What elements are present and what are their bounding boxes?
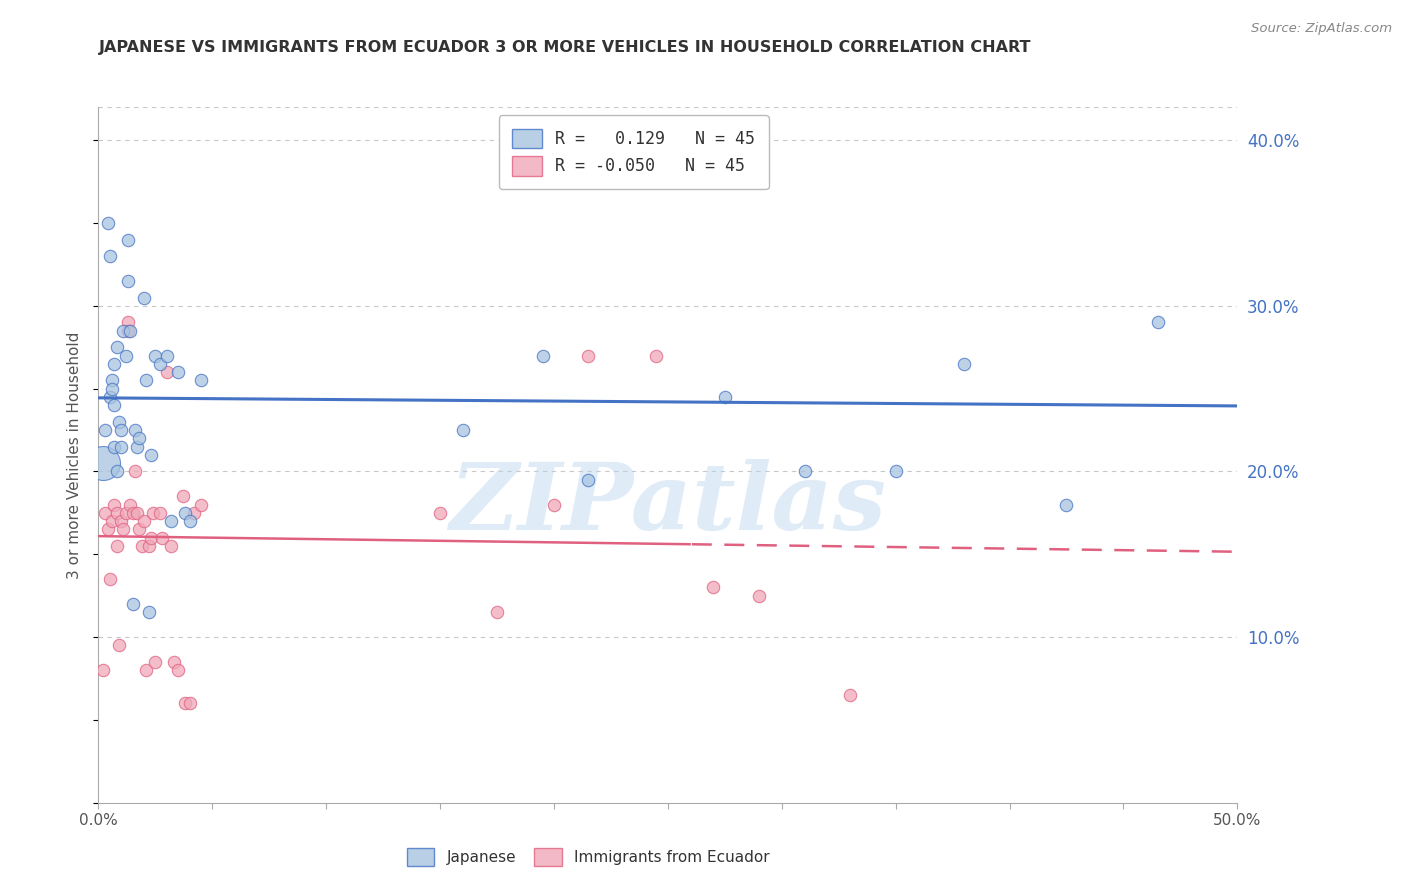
Point — [149, 506, 172, 520]
Point — [103, 398, 125, 412]
Point — [702, 581, 724, 595]
Point — [105, 539, 128, 553]
Point — [486, 605, 509, 619]
Point — [105, 506, 128, 520]
Point — [101, 514, 124, 528]
Point — [101, 373, 124, 387]
Point — [645, 349, 668, 363]
Point — [167, 663, 190, 677]
Point — [162, 655, 184, 669]
Point — [174, 506, 197, 520]
Point — [576, 473, 599, 487]
Point — [121, 506, 143, 520]
Point — [160, 539, 183, 553]
Point — [108, 415, 131, 429]
Point — [112, 523, 135, 537]
Point — [748, 589, 770, 603]
Point — [120, 498, 142, 512]
Point — [96, 523, 118, 537]
Point — [145, 655, 167, 669]
Point — [884, 465, 907, 479]
Point — [96, 216, 118, 230]
Point — [110, 514, 132, 528]
Point — [127, 506, 149, 520]
Point — [160, 514, 183, 528]
Point — [429, 506, 451, 520]
Point — [142, 506, 165, 520]
Point — [128, 523, 150, 537]
Point — [179, 697, 201, 711]
Point — [91, 663, 114, 677]
Y-axis label: 3 or more Vehicles in Household: 3 or more Vehicles in Household — [67, 331, 83, 579]
Point — [451, 423, 474, 437]
Point — [179, 514, 201, 528]
Point — [793, 465, 815, 479]
Point — [121, 597, 143, 611]
Point — [114, 506, 136, 520]
Point — [132, 514, 155, 528]
Point — [101, 382, 124, 396]
Point — [110, 440, 132, 454]
Point — [139, 531, 162, 545]
Point — [94, 423, 117, 437]
Point — [156, 365, 179, 379]
Point — [103, 357, 125, 371]
Point — [543, 498, 565, 512]
Point — [127, 440, 149, 454]
Point — [98, 390, 121, 404]
Point — [117, 315, 139, 329]
Point — [117, 324, 139, 338]
Point — [117, 274, 139, 288]
Point — [138, 539, 160, 553]
Point — [105, 340, 128, 354]
Point — [103, 440, 125, 454]
Point — [112, 324, 135, 338]
Point — [167, 365, 190, 379]
Point — [139, 448, 162, 462]
Point — [1054, 498, 1078, 512]
Point — [128, 431, 150, 445]
Point — [132, 291, 155, 305]
Point — [150, 531, 173, 545]
Point — [110, 423, 132, 437]
Point — [114, 349, 136, 363]
Point — [839, 688, 862, 702]
Point — [953, 357, 976, 371]
Point — [135, 373, 157, 387]
Point — [1146, 315, 1168, 329]
Point — [98, 249, 121, 263]
Point — [131, 539, 153, 553]
Point — [183, 506, 205, 520]
Point — [94, 506, 117, 520]
Point — [174, 697, 197, 711]
Point — [531, 349, 554, 363]
Point — [120, 324, 142, 338]
Point — [156, 349, 179, 363]
Text: JAPANESE VS IMMIGRANTS FROM ECUADOR 3 OR MORE VEHICLES IN HOUSEHOLD CORRELATION : JAPANESE VS IMMIGRANTS FROM ECUADOR 3 OR… — [98, 40, 1031, 55]
Point — [108, 639, 131, 653]
Point — [91, 456, 114, 470]
Point — [138, 605, 160, 619]
Point — [172, 489, 194, 503]
Point — [645, 166, 668, 180]
Point — [117, 233, 139, 247]
Point — [190, 498, 212, 512]
Point — [98, 572, 121, 586]
Text: Source: ZipAtlas.com: Source: ZipAtlas.com — [1251, 22, 1392, 36]
Point — [145, 349, 167, 363]
Point — [103, 498, 125, 512]
Point — [105, 465, 128, 479]
Point — [576, 349, 599, 363]
Point — [149, 357, 172, 371]
Text: ZIPatlas: ZIPatlas — [450, 458, 886, 549]
Point — [135, 663, 157, 677]
Point — [714, 390, 737, 404]
Point — [190, 373, 212, 387]
Legend: Japanese, Immigrants from Ecuador: Japanese, Immigrants from Ecuador — [401, 842, 776, 871]
Point — [124, 465, 146, 479]
Point — [124, 423, 146, 437]
